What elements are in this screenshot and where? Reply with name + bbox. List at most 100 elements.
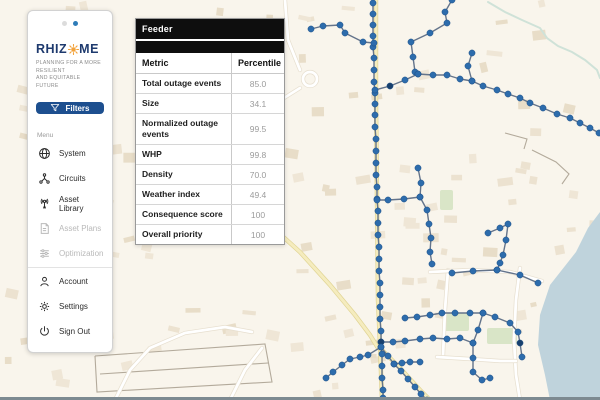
- network-node[interactable]: [359, 38, 367, 46]
- network-node[interactable]: [319, 22, 327, 30]
- network-node[interactable]: [386, 82, 394, 90]
- network-node[interactable]: [389, 338, 397, 346]
- network-node[interactable]: [417, 179, 425, 187]
- network-node[interactable]: [504, 220, 512, 228]
- network-node[interactable]: [370, 78, 378, 86]
- network-node[interactable]: [479, 82, 487, 90]
- network-line[interactable]: [393, 361, 420, 365]
- network-node[interactable]: [378, 374, 386, 382]
- carousel-dot-2[interactable]: [73, 21, 78, 26]
- network-node[interactable]: [370, 54, 378, 62]
- network-node[interactable]: [534, 279, 542, 287]
- sidebar-item-account[interactable]: Account: [36, 269, 104, 294]
- network-node[interactable]: [374, 231, 382, 239]
- network-node[interactable]: [414, 164, 422, 172]
- network-node[interactable]: [371, 123, 379, 131]
- network-node[interactable]: [479, 309, 487, 317]
- network-node[interactable]: [377, 343, 385, 351]
- network-node[interactable]: [378, 362, 386, 370]
- carousel-dot-1[interactable]: [62, 21, 67, 26]
- network-node[interactable]: [426, 29, 434, 37]
- network-node[interactable]: [346, 355, 354, 363]
- network-node[interactable]: [423, 206, 431, 214]
- network-node[interactable]: [516, 339, 524, 347]
- network-node[interactable]: [329, 368, 337, 376]
- network-node[interactable]: [456, 334, 464, 342]
- network-node[interactable]: [400, 195, 408, 203]
- network-node[interactable]: [372, 159, 380, 167]
- network-node[interactable]: [372, 147, 380, 155]
- network-node[interactable]: [539, 104, 547, 112]
- network-node[interactable]: [469, 368, 477, 376]
- network-node[interactable]: [506, 319, 514, 327]
- sidebar-item-circuits[interactable]: Circuits: [36, 166, 104, 191]
- network-node[interactable]: [428, 260, 436, 268]
- network-node[interactable]: [374, 219, 382, 227]
- network-node[interactable]: [586, 124, 594, 132]
- network-node[interactable]: [514, 328, 522, 336]
- network-node[interactable]: [469, 267, 477, 275]
- network-node[interactable]: [369, 21, 377, 29]
- network-node[interactable]: [425, 220, 433, 228]
- network-node[interactable]: [526, 99, 534, 107]
- network-node[interactable]: [376, 291, 384, 299]
- network-node[interactable]: [397, 367, 405, 375]
- network-node[interactable]: [484, 229, 492, 237]
- network-node[interactable]: [370, 39, 378, 47]
- sidebar-item-system[interactable]: System: [36, 141, 104, 166]
- network-node[interactable]: [448, 269, 456, 277]
- filters-button[interactable]: Filters: [36, 102, 104, 115]
- network-node[interactable]: [426, 311, 434, 319]
- network-node[interactable]: [376, 279, 384, 287]
- network-node[interactable]: [491, 313, 499, 321]
- network-node[interactable]: [384, 196, 392, 204]
- network-node[interactable]: [404, 375, 412, 383]
- network-node[interactable]: [322, 374, 330, 382]
- sidebar-item-asset-library[interactable]: Asset Library: [36, 191, 104, 216]
- network-node[interactable]: [371, 111, 379, 119]
- network-node[interactable]: [375, 267, 383, 275]
- network-node[interactable]: [426, 248, 434, 256]
- network-node[interactable]: [374, 207, 382, 215]
- network-node[interactable]: [414, 70, 422, 78]
- network-node[interactable]: [401, 76, 409, 84]
- network-node[interactable]: [595, 129, 600, 137]
- network-node[interactable]: [416, 358, 424, 366]
- network-node[interactable]: [438, 309, 446, 317]
- network-node[interactable]: [464, 62, 472, 70]
- network-node[interactable]: [448, 0, 456, 4]
- network-node[interactable]: [411, 383, 419, 391]
- network-node[interactable]: [478, 376, 486, 384]
- network-node[interactable]: [493, 86, 501, 94]
- network-node[interactable]: [369, 32, 377, 40]
- network-node[interactable]: [502, 236, 510, 244]
- network-node[interactable]: [576, 119, 584, 127]
- network-node[interactable]: [336, 21, 344, 29]
- network-node[interactable]: [486, 374, 494, 382]
- network-node[interactable]: [398, 359, 406, 367]
- network-node[interactable]: [493, 266, 501, 274]
- network-node[interactable]: [429, 71, 437, 79]
- network-node[interactable]: [369, 10, 377, 18]
- network-node[interactable]: [496, 224, 504, 232]
- network-node[interactable]: [378, 350, 386, 358]
- network-node[interactable]: [364, 351, 372, 359]
- network-node[interactable]: [338, 361, 346, 369]
- network-node[interactable]: [379, 386, 387, 394]
- network-node[interactable]: [451, 309, 459, 317]
- network-node[interactable]: [496, 259, 504, 267]
- network-node[interactable]: [504, 90, 512, 98]
- network-node[interactable]: [466, 309, 474, 317]
- network-node[interactable]: [413, 313, 421, 321]
- network-node[interactable]: [376, 303, 384, 311]
- network-node[interactable]: [499, 251, 507, 259]
- network-node[interactable]: [341, 29, 349, 37]
- sidebar-item-settings[interactable]: Settings: [36, 294, 104, 319]
- network-node[interactable]: [307, 25, 315, 33]
- network-node[interactable]: [356, 353, 364, 361]
- network-node[interactable]: [468, 49, 476, 57]
- network-node[interactable]: [427, 234, 435, 242]
- network-node[interactable]: [372, 135, 380, 143]
- network-node[interactable]: [443, 19, 451, 27]
- network-node[interactable]: [443, 335, 451, 343]
